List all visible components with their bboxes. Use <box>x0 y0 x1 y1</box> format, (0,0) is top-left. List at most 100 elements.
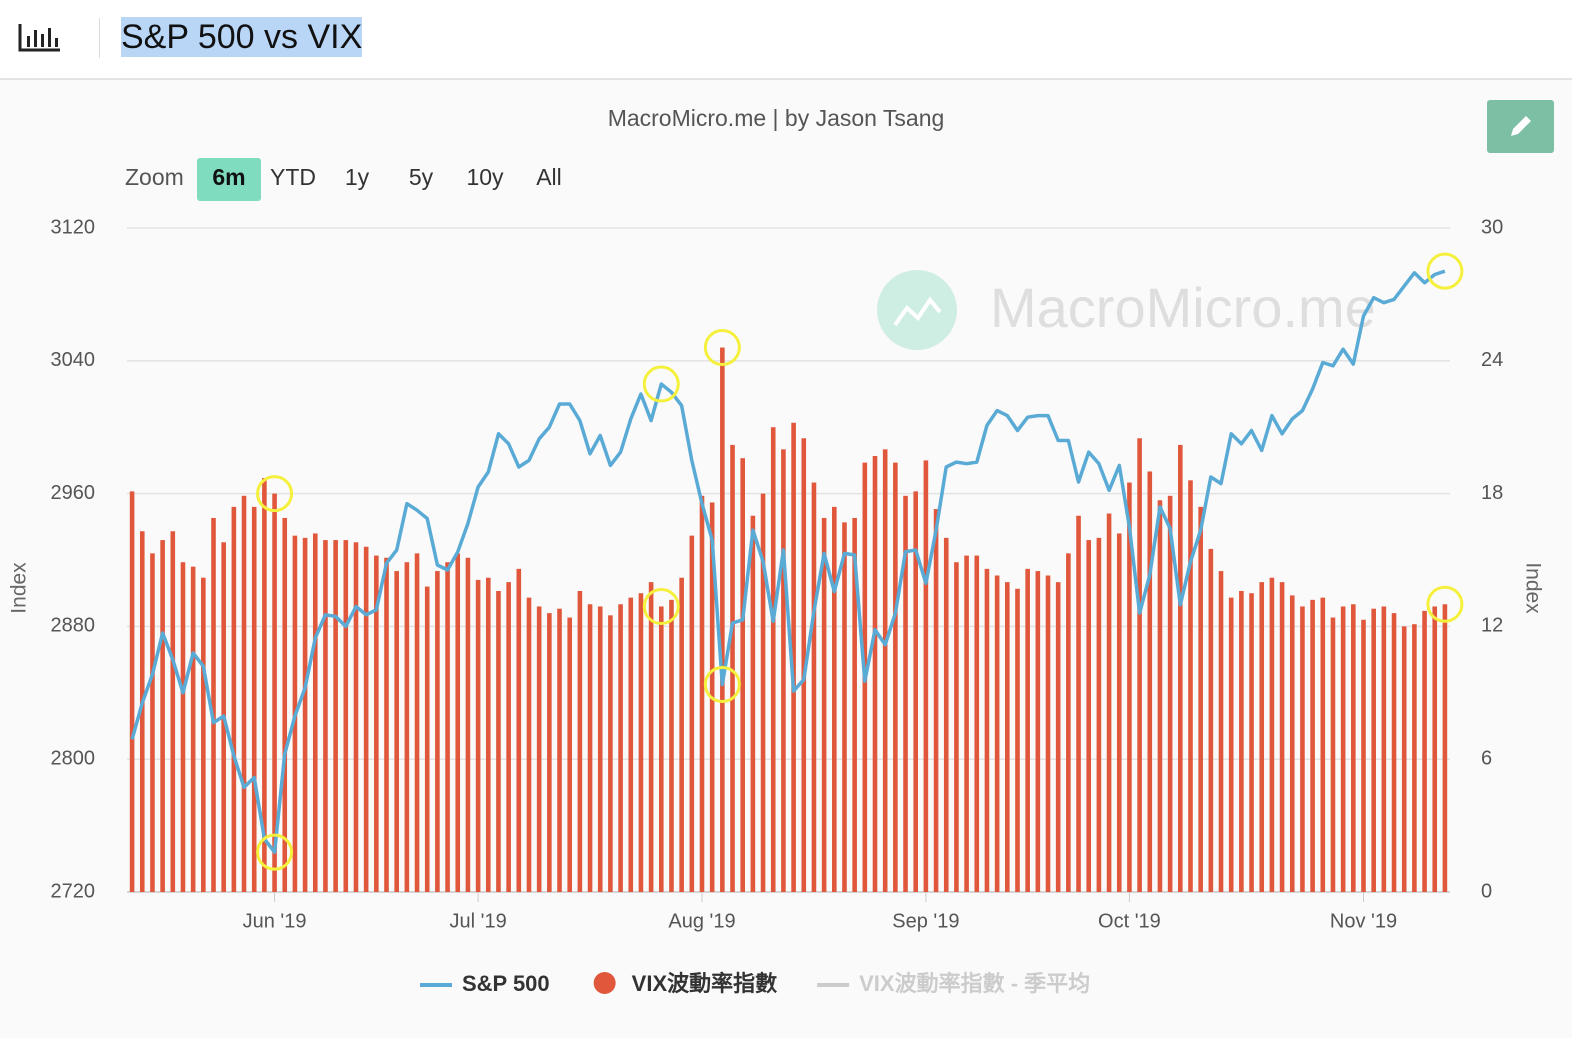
zoom-button[interactable]: 10y <box>466 164 504 190</box>
x-tick-label: Aug '19 <box>668 910 735 932</box>
zoom-button-active[interactable] <box>197 158 261 201</box>
bar <box>262 478 267 892</box>
header: S&P 500 vs VIX <box>0 0 1572 80</box>
bar <box>526 597 532 892</box>
chart-subtitle: MacroMicro.me | by Jason Tsang <box>608 105 945 131</box>
bar <box>353 542 359 892</box>
bar <box>404 562 410 892</box>
bar <box>323 540 328 892</box>
bar <box>1218 571 1224 892</box>
bar <box>1005 582 1010 892</box>
line <box>130 269 1446 854</box>
bar <box>628 597 634 892</box>
bar <box>608 615 613 892</box>
bar <box>536 606 542 892</box>
bar <box>1320 597 1326 892</box>
bar <box>577 590 583 892</box>
zoom-button[interactable]: 5y <box>409 164 434 190</box>
bar <box>496 590 501 892</box>
bar <box>1147 471 1153 892</box>
bar <box>587 604 593 892</box>
bar <box>872 455 878 892</box>
legend-label[interactable]: VIX波動率指數 <box>632 971 777 996</box>
bar <box>1137 438 1142 892</box>
bar <box>974 555 980 892</box>
bar <box>1381 606 1387 892</box>
x-tick-label: Jun '19 <box>243 910 307 932</box>
zoom-label: Zoom <box>125 164 184 190</box>
y2-tick-label: 18 <box>1481 482 1503 504</box>
bar <box>445 562 450 892</box>
bar <box>129 491 135 892</box>
x-tick-label: Oct '19 <box>1098 910 1161 932</box>
bar <box>597 606 603 892</box>
y-tick-label: 2720 <box>51 880 96 902</box>
y-tick-label: 2800 <box>51 747 96 769</box>
legend-label[interactable]: VIX波動率指數 - 季平均 <box>859 971 1090 996</box>
bar <box>1167 495 1173 892</box>
bar <box>455 553 461 892</box>
chart-icon <box>18 24 60 52</box>
bar <box>964 555 969 892</box>
bar <box>842 522 847 892</box>
bar <box>1228 597 1234 892</box>
bar <box>414 553 420 892</box>
bar <box>1096 537 1102 892</box>
bar <box>547 613 552 892</box>
bar <box>658 606 664 892</box>
bar <box>384 557 389 892</box>
bar <box>272 493 277 892</box>
bar <box>485 577 491 892</box>
y2-tick-label: 0 <box>1481 880 1492 902</box>
bar <box>1361 619 1366 892</box>
bar <box>139 531 145 892</box>
legend-label[interactable]: S&P 500 <box>462 971 550 996</box>
zoom-button[interactable]: 6m <box>212 164 245 190</box>
bar <box>1066 553 1071 892</box>
bar <box>679 577 684 892</box>
bar <box>791 422 796 892</box>
bar <box>394 571 399 892</box>
bar <box>811 482 817 892</box>
highlight-circle <box>1426 585 1464 623</box>
bar <box>150 553 155 892</box>
y-tick-label: 3040 <box>51 349 96 371</box>
bar <box>374 555 379 892</box>
bar <box>424 586 430 892</box>
bar <box>1391 613 1397 892</box>
y-tick-label: 2960 <box>51 482 96 504</box>
bar <box>669 599 674 892</box>
bar <box>618 604 623 892</box>
bar <box>435 571 440 892</box>
bar <box>1422 610 1427 892</box>
bar <box>201 577 206 892</box>
zoom-button[interactable]: 1y <box>345 164 370 190</box>
bar <box>1045 575 1051 892</box>
zoom-button[interactable]: YTD <box>270 164 316 190</box>
bar <box>1249 593 1254 892</box>
bar <box>984 568 990 892</box>
bar <box>282 517 288 892</box>
bar <box>1442 604 1448 892</box>
bar <box>1086 540 1092 892</box>
bar <box>1289 595 1295 892</box>
bar <box>770 427 776 892</box>
highlight-circle <box>642 587 680 625</box>
bar <box>699 495 705 892</box>
bar <box>1127 482 1132 892</box>
zoom-button[interactable]: All <box>536 164 562 190</box>
bar <box>821 517 827 892</box>
bar <box>475 579 481 892</box>
bar <box>506 582 511 892</box>
bar <box>567 617 572 892</box>
edit-button[interactable] <box>1487 100 1554 153</box>
watermark-logo <box>877 270 957 350</box>
bar <box>852 517 857 892</box>
bar <box>781 449 786 892</box>
bar <box>1025 568 1030 892</box>
bar <box>160 540 165 892</box>
watermark: MacroMicro.me <box>990 276 1376 339</box>
bar <box>994 575 1000 892</box>
bar <box>648 582 654 892</box>
bar <box>1055 582 1061 892</box>
